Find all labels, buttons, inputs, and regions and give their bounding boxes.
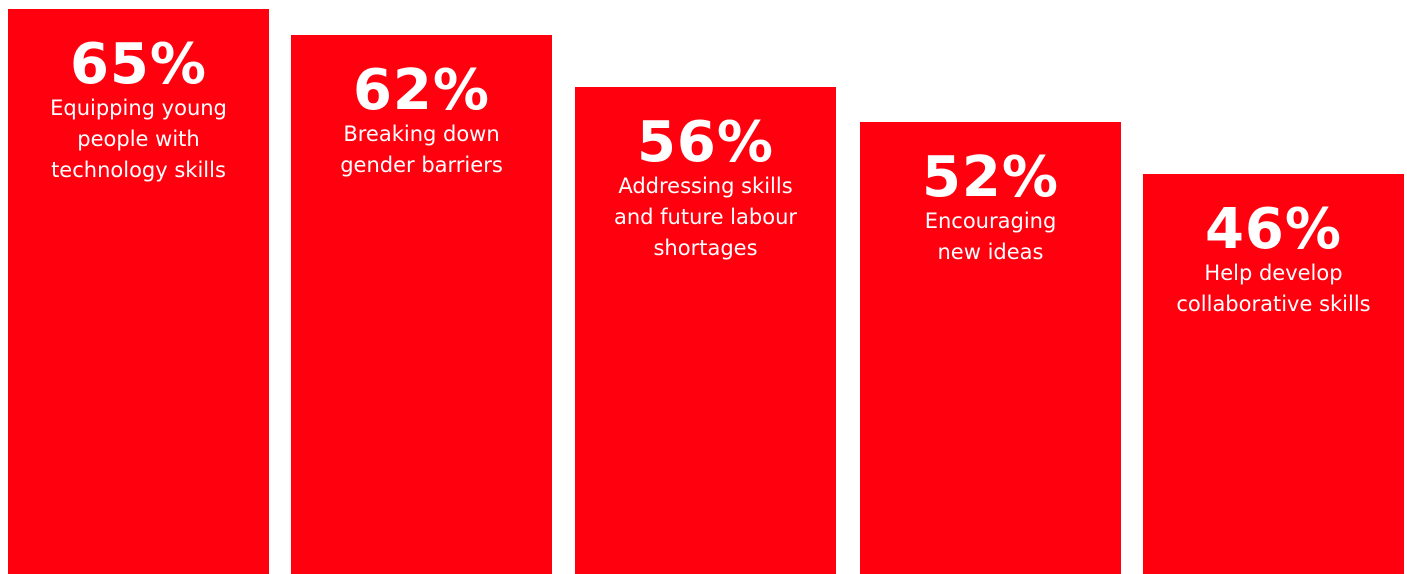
bar: 62% Breaking down gender barriers xyxy=(291,35,552,574)
bar-value-label: 56% xyxy=(636,110,775,176)
bar-value-label: 46% xyxy=(1204,197,1343,263)
bar: 46% Help develop collaborative skills xyxy=(1143,174,1404,574)
bar: 65% Equipping young people with technolog… xyxy=(8,9,269,574)
bar-category-label: Equipping young people with technology s… xyxy=(50,96,227,182)
bar-value-label: 65% xyxy=(69,32,208,97)
bar: 56% Addressing skills and future labour s… xyxy=(575,87,836,574)
bar-value-label: 62% xyxy=(352,58,491,124)
bar-category-label: Encouraging new ideas xyxy=(924,209,1057,264)
bar-category-label: Help develop collaborative skills xyxy=(1176,261,1371,317)
bar-category-label: Breaking down gender barriers xyxy=(340,122,503,178)
bar-value-label: 52% xyxy=(921,145,1060,210)
bar-category-label: Addressing skills and future labour shor… xyxy=(613,174,798,261)
bar: 52% Encouraging new ideas xyxy=(860,122,1121,574)
